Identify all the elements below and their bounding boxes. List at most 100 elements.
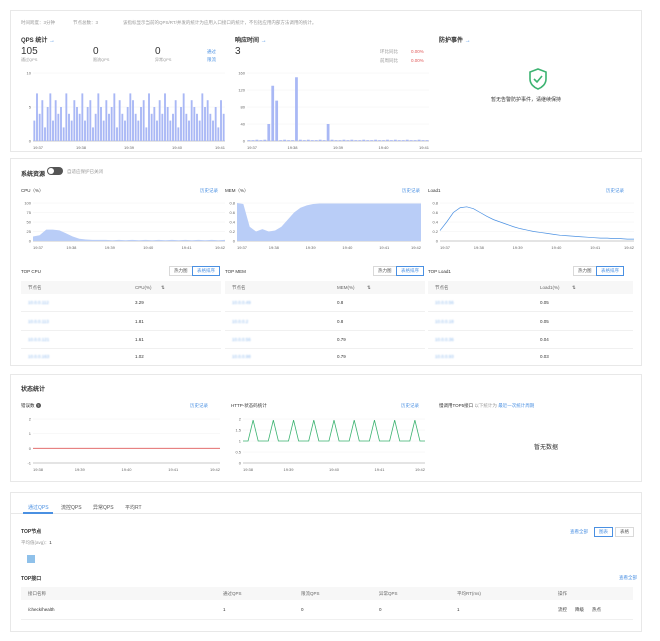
tab-avg-rt[interactable]: 平均RT [125,505,142,511]
api-avg-rt: 1 [457,607,460,612]
arrow-right-icon[interactable]: → [49,38,56,44]
col-value: Load1(%) [540,285,560,290]
status-card: 状态统计 错误数 ? 历史记录 -1 0 1 2 19:38 19:39 19:40 19:4… [10,374,642,482]
defense-title[interactable]: 防护事件 → [439,35,471,44]
bar [409,140,413,141]
op-flow-link[interactable]: 流控 [558,607,567,612]
overview-card: 时间跨度：3分钟 节点总数：3 该指标显示当前的QPS/RT/并发的统计为应用入… [10,10,642,152]
table-sort-button[interactable]: 表格排序 [192,266,220,276]
heatmap-button[interactable]: 热力图 [373,266,397,276]
table-row-node-link[interactable]: 10.0.0.36 [435,337,454,342]
bar [386,139,389,141]
table-row-node-link[interactable]: 10.0.0.2 [232,319,249,324]
bar [188,120,190,141]
table-row-node-link[interactable]: 10.0.0.56 [435,300,454,305]
table-sort-button[interactable]: 表格排序 [396,266,424,276]
bar [222,113,225,141]
mem-history-link[interactable]: 历史记录 [402,188,420,193]
bar [62,127,65,141]
mem-title: MEM（%） [225,188,249,193]
qps-link-pass[interactable]: 通过 [207,49,216,54]
heatmap-button[interactable]: 热力图 [573,266,597,276]
bar [89,100,92,141]
top5-period-link[interactable]: 最近一次统计周期 [498,403,535,408]
table-row-node-link[interactable]: 10.0.0.121 [28,337,50,342]
rt-title[interactable]: 响应时间 → [235,35,267,44]
table-view-button[interactable]: 表格 [615,527,634,537]
bar [299,139,302,141]
tab-error-qps[interactable]: 异常QPS [93,505,114,511]
view-all-nodes-link[interactable]: 查看全部 [570,529,588,534]
y-tick-label: 120 [238,88,245,93]
arrow-right-icon[interactable]: → [464,38,471,44]
heatmap-button[interactable]: 热力图 [169,266,193,276]
bar [97,93,100,141]
load-history-link[interactable]: 历史记录 [606,188,624,193]
cpu-history-link[interactable]: 历史记录 [200,188,218,193]
col-value: CPU(%) [135,285,152,290]
bar [118,100,121,141]
bar [198,120,201,141]
y-tick-label: 0.2 [229,229,235,234]
bar [140,107,142,141]
bar [81,93,84,141]
y-tick-label: 0.6 [229,210,235,215]
http-history-link[interactable]: 历史记录 [401,403,419,408]
bar [204,107,206,141]
table-row-node-link[interactable]: 10.0.0.93 [435,354,454,359]
rt-chart: 0 40 80 120 160 19:37 19:38 19:39 19:40 19:41 [238,71,430,151]
op-hotspot-link[interactable]: 热点 [592,607,601,612]
top-mem-title: TOP MEM [225,269,246,274]
y-tick-label: 25 [27,229,32,234]
x-tick-label: 19:40 [378,145,389,150]
bar [209,113,212,141]
top-cpu-header: 节点名 CPU(%) ⇅ [21,281,221,294]
bar [247,140,251,141]
api-name-link[interactable]: /check/health [28,607,55,612]
table-row-node-link[interactable]: 10.0.0.98 [232,354,251,359]
x-tick-label: 19:39 [306,245,317,250]
heat-cell[interactable] [27,555,35,563]
avg-label: 平均值(avg)：1 [21,540,52,546]
bar [390,140,393,141]
table-row-node-link[interactable]: 10.0.0.56 [232,337,251,342]
table-row-node-link[interactable]: 10.0.0.18 [435,319,454,324]
tab-pass-qps[interactable]: 通过QPS [28,505,49,511]
x-tick-label: 19:41 [590,245,601,250]
qps-title[interactable]: QPS 统计 → [21,35,55,44]
table-row-value: 1.81 [135,319,144,324]
bar [358,140,362,141]
x-tick-label: 19:41 [374,467,385,472]
bar [38,113,41,141]
qps-link-block[interactable]: 限流 [207,57,216,62]
table-row-node-link[interactable]: 10.0.0.113 [28,319,49,324]
table-row-value: 0.05 [540,300,549,305]
x-tick-label: 19:41 [419,145,430,150]
bar [100,107,102,141]
view-all-api-link[interactable]: 查看全部 [619,575,637,580]
adaptive-toggle[interactable] [47,167,63,175]
arrow-right-icon[interactable]: → [260,38,267,44]
bar [94,113,97,141]
divider [21,311,221,312]
table-row-node-link[interactable]: 10.0.0.163 [28,354,50,359]
sort-icon[interactable]: ⇅ [367,285,371,290]
col-avg-rt: 平均RT(ms) [457,591,481,596]
table-row-node-link[interactable]: 10.0.0.112 [28,300,49,305]
table-sort-button[interactable]: 表格排序 [596,266,624,276]
bar [145,127,148,141]
sort-icon[interactable]: ⇅ [161,285,165,290]
bar [76,107,78,141]
help-icon[interactable]: ? [35,403,41,408]
bar [121,113,124,141]
op-degrade-link[interactable]: 降级 [575,607,584,612]
tab-flow-qps[interactable]: 流控QPS [61,505,82,511]
sort-icon[interactable]: ⇅ [572,285,576,290]
bar [102,120,105,141]
chart-view-button[interactable]: 图表 [594,527,613,537]
col-ops: 操作 [558,591,567,596]
table-row-node-link[interactable]: 10.0.0.49 [232,300,251,305]
bar [263,139,267,141]
bar [370,140,374,141]
error-history-link[interactable]: 历史记录 [190,403,208,408]
